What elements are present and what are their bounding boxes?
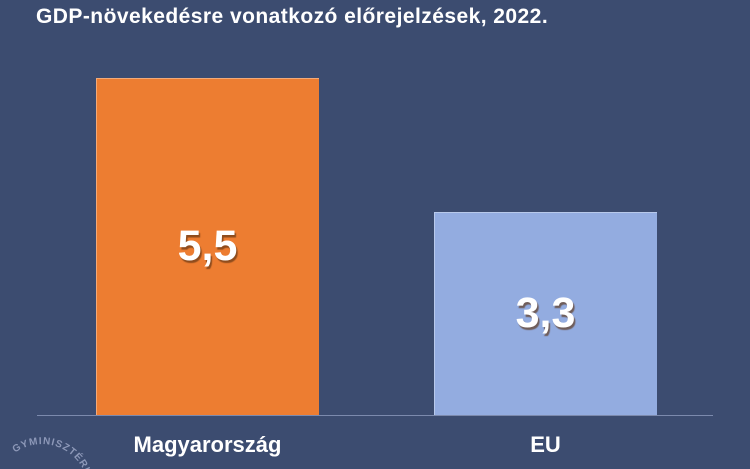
svg-text:ÜGYMINISZTÉRIUM: ÜGYMINISZTÉRIUM bbox=[0, 0, 96, 469]
